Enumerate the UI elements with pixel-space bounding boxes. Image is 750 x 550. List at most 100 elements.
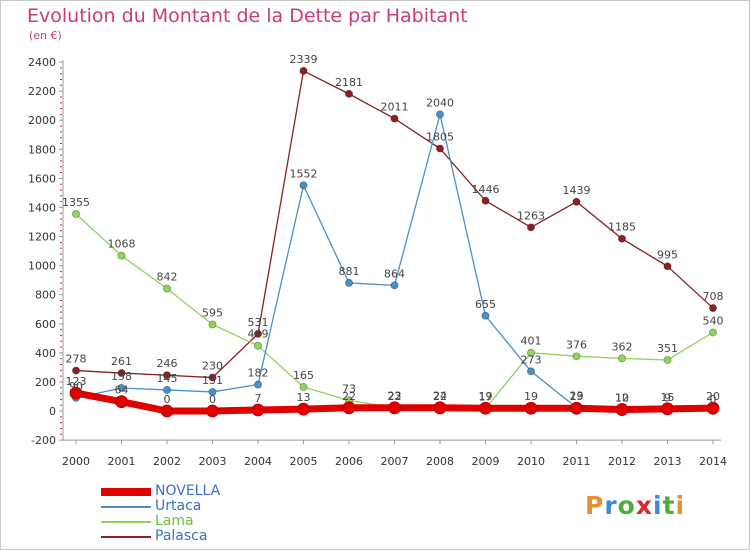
data-point-urtaca bbox=[208, 387, 217, 396]
data-point-lama bbox=[208, 320, 217, 329]
chart-unit-label: (en €) bbox=[29, 29, 62, 42]
data-point-palasca bbox=[162, 371, 171, 380]
data-label-urtaca: 12 bbox=[615, 391, 629, 404]
data-label-urtaca: 23 bbox=[570, 390, 584, 403]
x-tick-label: 2009 bbox=[472, 455, 500, 468]
data-point-urtaca bbox=[481, 311, 490, 320]
data-label-lama: 376 bbox=[566, 338, 587, 351]
data-label-palasca: 278 bbox=[66, 353, 87, 366]
data-label-lama: 165 bbox=[293, 369, 314, 382]
data-point-novella bbox=[479, 401, 492, 415]
data-label-lama: 540 bbox=[703, 314, 724, 327]
data-point-palasca bbox=[618, 234, 627, 243]
data-label-lama: 17 bbox=[479, 391, 493, 404]
data-point-palasca bbox=[72, 366, 81, 375]
data-point-lama bbox=[572, 352, 581, 361]
legend-label: Urtaca bbox=[155, 498, 202, 514]
chart-title: Evolution du Montant de la Dette par Hab… bbox=[27, 5, 468, 27]
x-tick-label: 2010 bbox=[517, 455, 545, 468]
data-point-palasca bbox=[709, 304, 718, 313]
y-tick-label: 400 bbox=[35, 347, 56, 360]
data-label-urtaca: 131 bbox=[202, 374, 223, 387]
data-point-lama bbox=[663, 355, 672, 364]
y-tick-label: 1000 bbox=[28, 260, 56, 273]
data-point-novella bbox=[115, 395, 128, 409]
data-label-lama: 351 bbox=[657, 342, 678, 355]
data-point-lama bbox=[618, 354, 627, 363]
data-point-novella bbox=[297, 402, 310, 416]
data-label-palasca: 2011 bbox=[381, 101, 409, 114]
data-label-palasca: 1446 bbox=[472, 183, 500, 196]
data-label-novella: 19 bbox=[570, 390, 584, 403]
data-point-novella bbox=[524, 401, 538, 415]
data-label-novella: 15 bbox=[661, 391, 675, 404]
x-tick-label: 2013 bbox=[654, 455, 682, 468]
data-label-lama: 842 bbox=[157, 271, 178, 284]
data-label-novella: 19 bbox=[524, 390, 538, 403]
data-point-urtaca bbox=[527, 367, 536, 376]
data-label-lama: 23 bbox=[388, 390, 402, 403]
data-label-urtaca: 145 bbox=[157, 372, 178, 385]
data-label-palasca: 1439 bbox=[563, 184, 591, 197]
legend-swatch bbox=[101, 506, 151, 508]
x-tick-label: 2006 bbox=[335, 455, 363, 468]
data-point-lama bbox=[117, 251, 126, 260]
data-point-lama bbox=[162, 284, 171, 293]
y-tick-label: 1800 bbox=[28, 143, 56, 156]
data-label-urtaca: 881 bbox=[339, 265, 360, 278]
data-label-novella: 22 bbox=[433, 390, 447, 403]
data-label-urtaca: 0 bbox=[710, 393, 717, 406]
series-layer bbox=[69, 66, 720, 418]
y-tick-label: 800 bbox=[35, 289, 56, 302]
data-point-urtaca bbox=[253, 380, 262, 389]
data-label-palasca: 1805 bbox=[426, 131, 454, 144]
x-tick-label: 2005 bbox=[290, 455, 318, 468]
x-tick-label: 2007 bbox=[381, 455, 409, 468]
data-label-urtaca: 158 bbox=[111, 370, 132, 383]
data-point-urtaca bbox=[162, 385, 171, 394]
x-tick-label: 2001 bbox=[108, 455, 136, 468]
data-point-novella bbox=[69, 386, 83, 400]
data-point-palasca bbox=[527, 223, 536, 232]
legend-swatch bbox=[101, 488, 151, 496]
data-point-palasca bbox=[572, 197, 581, 206]
y-tick-label: 600 bbox=[35, 318, 56, 331]
data-point-palasca bbox=[299, 66, 308, 75]
x-tick-label: 2004 bbox=[244, 455, 272, 468]
data-label-novella: 22 bbox=[342, 390, 356, 403]
data-label-novella: 13 bbox=[297, 391, 311, 404]
data-label-novella: 123 bbox=[66, 375, 87, 388]
x-tick-label: 2011 bbox=[563, 455, 591, 468]
data-label-palasca: 261 bbox=[111, 355, 132, 368]
data-label-novella: 19 bbox=[479, 390, 493, 403]
data-point-novella bbox=[206, 404, 219, 418]
line-chart: -200020040060080010001200140016001800200… bbox=[28, 53, 727, 468]
x-tick-label: 2003 bbox=[199, 455, 227, 468]
x-tick-label: 2000 bbox=[62, 455, 90, 468]
data-label-novella: 20 bbox=[706, 390, 720, 403]
data-point-lama bbox=[299, 383, 308, 392]
legend-label: NOVELLA bbox=[155, 483, 221, 499]
data-point-novella bbox=[342, 401, 356, 415]
data-point-novella bbox=[433, 401, 447, 415]
y-tick-label: -200 bbox=[31, 434, 56, 447]
data-label-urtaca: 273 bbox=[521, 353, 542, 366]
data-point-palasca bbox=[208, 373, 217, 382]
data-point-palasca bbox=[253, 329, 262, 338]
data-label-lama: 24 bbox=[433, 390, 447, 403]
data-point-palasca bbox=[344, 89, 353, 98]
data-label-palasca: 2181 bbox=[335, 76, 363, 89]
data-point-palasca bbox=[390, 114, 399, 123]
data-label-palasca: 531 bbox=[248, 316, 269, 329]
proxiti-logo: Proxiti bbox=[585, 491, 686, 520]
data-point-novella bbox=[706, 401, 720, 415]
legend-label: Palasca bbox=[155, 528, 208, 544]
data-point-palasca bbox=[435, 144, 444, 153]
data-point-lama bbox=[253, 341, 262, 350]
series-palasca bbox=[72, 66, 718, 382]
y-tick-label: 1600 bbox=[28, 172, 56, 185]
data-label-palasca: 995 bbox=[657, 248, 678, 261]
data-point-urtaca bbox=[299, 181, 308, 190]
chart-axes: -200020040060080010001200140016001800200… bbox=[28, 56, 727, 468]
